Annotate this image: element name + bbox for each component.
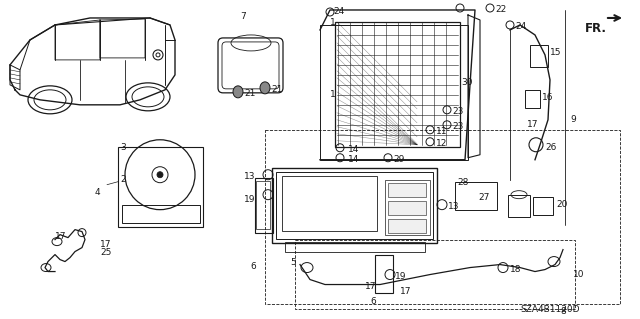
Bar	[272, 168, 437, 242]
Bar	[118, 147, 203, 226]
Text: 20: 20	[556, 200, 568, 209]
Text: 19: 19	[395, 271, 406, 280]
Ellipse shape	[260, 82, 270, 94]
Text: 1: 1	[330, 90, 336, 99]
Bar	[385, 180, 430, 234]
Text: 21: 21	[244, 89, 255, 98]
Text: 13: 13	[448, 202, 460, 211]
Text: 30: 30	[461, 78, 472, 87]
Text: 6: 6	[370, 296, 376, 306]
Text: 27: 27	[479, 193, 490, 202]
Text: 13: 13	[243, 172, 255, 181]
Text: 15: 15	[550, 48, 561, 57]
Bar	[282, 176, 377, 231]
Bar	[335, 22, 460, 147]
Text: 23: 23	[452, 122, 463, 131]
Text: 16: 16	[542, 93, 554, 102]
Text: 21: 21	[271, 85, 282, 94]
Ellipse shape	[157, 172, 163, 178]
Bar	[276, 172, 433, 239]
Ellipse shape	[233, 86, 243, 98]
Text: 17: 17	[527, 120, 538, 129]
Bar	[525, 90, 540, 108]
Text: 26: 26	[545, 143, 556, 152]
Text: 23: 23	[452, 107, 463, 116]
Text: 18: 18	[510, 264, 522, 274]
Text: 1: 1	[330, 18, 336, 27]
Bar	[295, 240, 575, 309]
Text: 28: 28	[457, 178, 468, 187]
Text: SZA4B1120D: SZA4B1120D	[520, 306, 579, 315]
Text: 3: 3	[120, 143, 125, 152]
Bar	[388, 183, 426, 197]
Text: 17: 17	[55, 232, 67, 241]
Bar	[455, 182, 497, 210]
Text: 12: 12	[436, 139, 447, 148]
Bar	[533, 197, 553, 215]
Text: 14: 14	[348, 145, 360, 154]
Text: 10: 10	[573, 270, 584, 278]
Bar	[122, 205, 200, 223]
Text: 9: 9	[570, 115, 576, 124]
Text: 24: 24	[515, 22, 526, 31]
Text: 17: 17	[100, 240, 111, 249]
Bar	[320, 25, 468, 160]
Text: 17: 17	[365, 282, 376, 291]
Text: 6: 6	[250, 262, 256, 271]
Bar	[256, 181, 270, 229]
Text: 25: 25	[100, 248, 111, 256]
Text: 19: 19	[243, 195, 255, 204]
Text: 11: 11	[436, 127, 447, 136]
Text: 24: 24	[333, 7, 344, 16]
Bar	[265, 130, 620, 305]
Text: 2: 2	[120, 175, 125, 184]
Text: 22: 22	[495, 5, 506, 14]
Text: 14: 14	[348, 155, 360, 164]
Text: 7: 7	[240, 12, 246, 21]
Text: 17: 17	[400, 286, 412, 295]
Text: 29: 29	[393, 155, 404, 164]
Bar	[285, 241, 425, 252]
Bar	[508, 195, 530, 217]
Bar	[375, 255, 393, 293]
Bar	[530, 45, 548, 67]
Bar	[388, 201, 426, 215]
Text: 5: 5	[290, 257, 296, 267]
Bar	[388, 219, 426, 233]
Text: 8: 8	[560, 308, 566, 316]
Text: FR.: FR.	[585, 22, 607, 35]
Bar	[255, 178, 273, 233]
Text: 4: 4	[95, 188, 100, 197]
